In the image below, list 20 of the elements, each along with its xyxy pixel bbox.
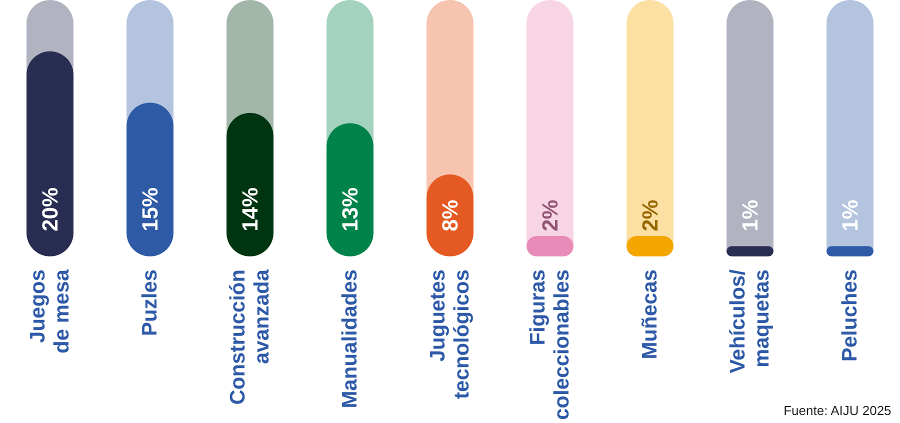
x-tick-label: Vehículos/maquetas <box>726 269 774 374</box>
x-tick-label: Muñecas <box>638 269 662 360</box>
x-tick-label: Construcción avanzada <box>226 269 274 405</box>
data-label: 2% <box>638 200 662 232</box>
data-label: 13% <box>338 187 362 232</box>
data-label: 14% <box>238 187 262 232</box>
x-tick-label: Juguetes tecnológicos <box>426 269 474 399</box>
bar <box>726 246 774 256</box>
x-tick-label: Juegos de mesa <box>26 269 74 354</box>
data-label: 1% <box>838 200 862 232</box>
data-label: 15% <box>138 187 162 232</box>
data-label: 20% <box>38 187 62 232</box>
data-label: 1% <box>738 200 762 232</box>
x-tick-label: Peluches <box>838 269 862 362</box>
x-tick-label: Manualidades <box>338 269 362 408</box>
x-tick-label: Puzles <box>138 269 162 336</box>
source-note: Fuente: AIJU 2025 <box>784 403 892 418</box>
data-label: 2% <box>538 200 562 232</box>
data-label: 8% <box>438 200 462 232</box>
bar <box>826 246 874 256</box>
